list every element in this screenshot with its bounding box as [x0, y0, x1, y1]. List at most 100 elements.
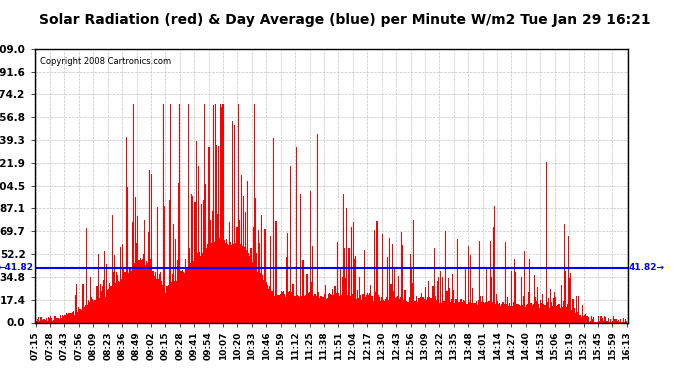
- Bar: [47, 321, 48, 322]
- Bar: [377, 295, 379, 322]
- Bar: [491, 277, 492, 322]
- Bar: [389, 238, 391, 322]
- Bar: [122, 244, 124, 322]
- Bar: [230, 242, 231, 322]
- Bar: [255, 198, 256, 322]
- Bar: [514, 259, 515, 322]
- Bar: [391, 244, 393, 322]
- Bar: [260, 273, 262, 322]
- Bar: [81, 310, 82, 322]
- Bar: [387, 257, 388, 322]
- Bar: [337, 293, 339, 322]
- Bar: [244, 248, 245, 322]
- Bar: [277, 295, 279, 322]
- Bar: [427, 297, 428, 322]
- Bar: [495, 304, 496, 322]
- Bar: [496, 294, 497, 322]
- Bar: [145, 265, 146, 322]
- Bar: [542, 294, 543, 322]
- Bar: [320, 296, 322, 322]
- Bar: [345, 278, 346, 322]
- Bar: [423, 297, 424, 322]
- Bar: [318, 292, 319, 322]
- Bar: [614, 319, 615, 322]
- Bar: [190, 263, 191, 322]
- Bar: [293, 296, 295, 322]
- Bar: [539, 308, 540, 322]
- Bar: [433, 248, 435, 322]
- Bar: [416, 296, 417, 322]
- Bar: [304, 296, 306, 322]
- Bar: [195, 141, 197, 322]
- Bar: [215, 104, 216, 322]
- Bar: [414, 301, 415, 322]
- Bar: [217, 214, 218, 322]
- Bar: [87, 306, 88, 322]
- Bar: [135, 197, 136, 322]
- Bar: [325, 285, 326, 322]
- Bar: [298, 296, 299, 322]
- Bar: [224, 243, 226, 322]
- Bar: [383, 300, 384, 322]
- Bar: [313, 296, 314, 322]
- Bar: [235, 243, 237, 322]
- Bar: [465, 269, 466, 322]
- Bar: [625, 319, 627, 322]
- Bar: [329, 293, 330, 322]
- Bar: [147, 264, 148, 322]
- Bar: [477, 300, 479, 322]
- Bar: [75, 295, 76, 322]
- Bar: [553, 298, 554, 322]
- Bar: [197, 166, 199, 322]
- Bar: [443, 301, 444, 322]
- Bar: [204, 104, 205, 322]
- Bar: [452, 274, 453, 322]
- Bar: [74, 315, 75, 322]
- Bar: [344, 248, 345, 322]
- Bar: [352, 294, 353, 322]
- Bar: [533, 275, 535, 322]
- Bar: [297, 295, 298, 322]
- Bar: [422, 297, 423, 322]
- Bar: [384, 301, 385, 322]
- Bar: [95, 300, 97, 322]
- Bar: [188, 104, 189, 322]
- Bar: [448, 288, 450, 322]
- Bar: [591, 316, 592, 322]
- Bar: [374, 230, 375, 322]
- Bar: [62, 315, 63, 322]
- Text: Copyright 2008 Cartronics.com: Copyright 2008 Cartronics.com: [41, 57, 172, 66]
- Bar: [203, 200, 204, 322]
- Bar: [257, 272, 258, 322]
- Bar: [527, 304, 529, 322]
- Bar: [283, 291, 284, 322]
- Bar: [330, 294, 331, 322]
- Bar: [579, 315, 580, 322]
- Bar: [300, 194, 301, 322]
- Bar: [108, 289, 109, 322]
- Bar: [368, 295, 369, 322]
- Text: Solar Radiation (red) & Day Average (blue) per Minute W/m2 Tue Jan 29 16:21: Solar Radiation (red) & Day Average (blu…: [39, 13, 651, 27]
- Bar: [76, 284, 77, 322]
- Bar: [500, 306, 502, 322]
- Bar: [450, 302, 451, 322]
- Bar: [469, 302, 470, 322]
- Bar: [573, 308, 575, 322]
- Bar: [623, 318, 624, 322]
- Bar: [479, 241, 480, 322]
- Bar: [85, 305, 86, 322]
- Bar: [417, 302, 418, 322]
- Bar: [61, 318, 62, 322]
- Bar: [232, 121, 233, 322]
- Bar: [351, 227, 352, 322]
- Bar: [271, 291, 272, 322]
- Bar: [268, 286, 270, 322]
- Bar: [506, 297, 508, 322]
- Bar: [64, 315, 65, 322]
- Bar: [180, 271, 181, 322]
- Bar: [166, 286, 168, 322]
- Bar: [53, 320, 55, 322]
- Bar: [442, 277, 443, 322]
- Bar: [388, 300, 389, 322]
- Bar: [468, 246, 469, 322]
